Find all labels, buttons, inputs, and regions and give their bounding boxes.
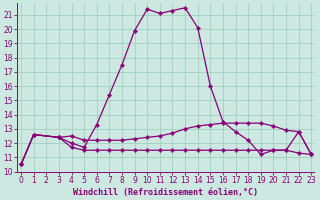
X-axis label: Windchill (Refroidissement éolien,°C): Windchill (Refroidissement éolien,°C)	[73, 188, 258, 197]
